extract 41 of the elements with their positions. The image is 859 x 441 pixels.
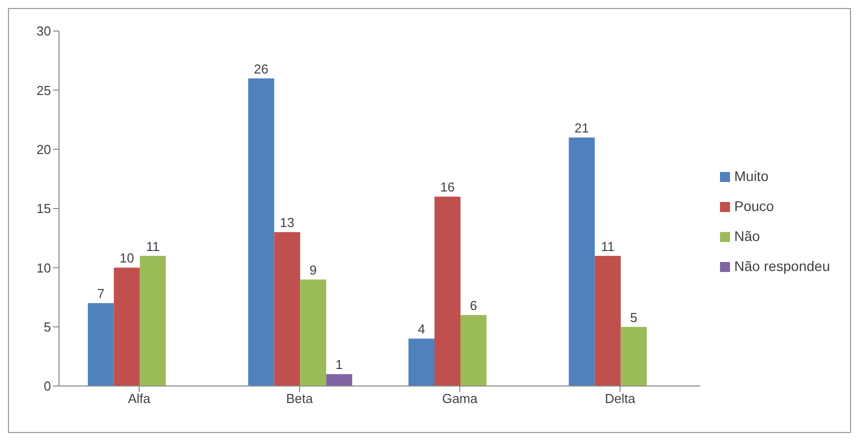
data-label: 5 bbox=[630, 310, 638, 325]
x-tick-label: Alfa bbox=[128, 391, 152, 406]
data-label: 11 bbox=[601, 238, 615, 254]
legend-label: Não respondeu bbox=[734, 258, 830, 274]
data-label: 1 bbox=[336, 357, 343, 372]
data-label: 4 bbox=[418, 322, 426, 337]
bar bbox=[460, 315, 486, 386]
y-tick-label: 10 bbox=[36, 260, 51, 276]
data-label: 11 bbox=[146, 238, 160, 254]
y-tick-label: 25 bbox=[36, 82, 51, 98]
data-label: 10 bbox=[120, 250, 134, 266]
data-label: 9 bbox=[310, 262, 317, 278]
data-label: 13 bbox=[280, 215, 294, 230]
bar bbox=[274, 232, 300, 386]
x-tick-label: Gama bbox=[442, 391, 478, 406]
y-tick-label: 5 bbox=[44, 319, 51, 334]
bar bbox=[594, 256, 621, 386]
legend-label: Não bbox=[734, 228, 760, 244]
bar bbox=[434, 196, 460, 386]
bar bbox=[300, 280, 326, 386]
data-label: 6 bbox=[470, 298, 478, 313]
y-tick-label: 20 bbox=[36, 142, 51, 157]
bar bbox=[248, 78, 274, 386]
bar bbox=[114, 268, 140, 386]
data-label: 7 bbox=[97, 286, 104, 302]
bar bbox=[620, 326, 647, 386]
data-label: 16 bbox=[440, 180, 455, 195]
bar bbox=[88, 303, 114, 386]
legend-label: Muito bbox=[734, 168, 768, 184]
bar bbox=[140, 256, 166, 386]
data-label: 26 bbox=[254, 61, 268, 76]
bar bbox=[326, 374, 352, 386]
bar bbox=[568, 138, 595, 386]
x-tick-label: Delta bbox=[604, 391, 636, 406]
y-tick-label: 15 bbox=[36, 201, 51, 216]
legend-label: Pouco bbox=[734, 198, 774, 214]
data-label: 21 bbox=[574, 120, 590, 136]
y-tick-label: 0 bbox=[44, 378, 51, 394]
y-tick-label: 30 bbox=[36, 24, 51, 39]
bar bbox=[408, 338, 434, 386]
x-tick-label: Beta bbox=[286, 391, 314, 406]
